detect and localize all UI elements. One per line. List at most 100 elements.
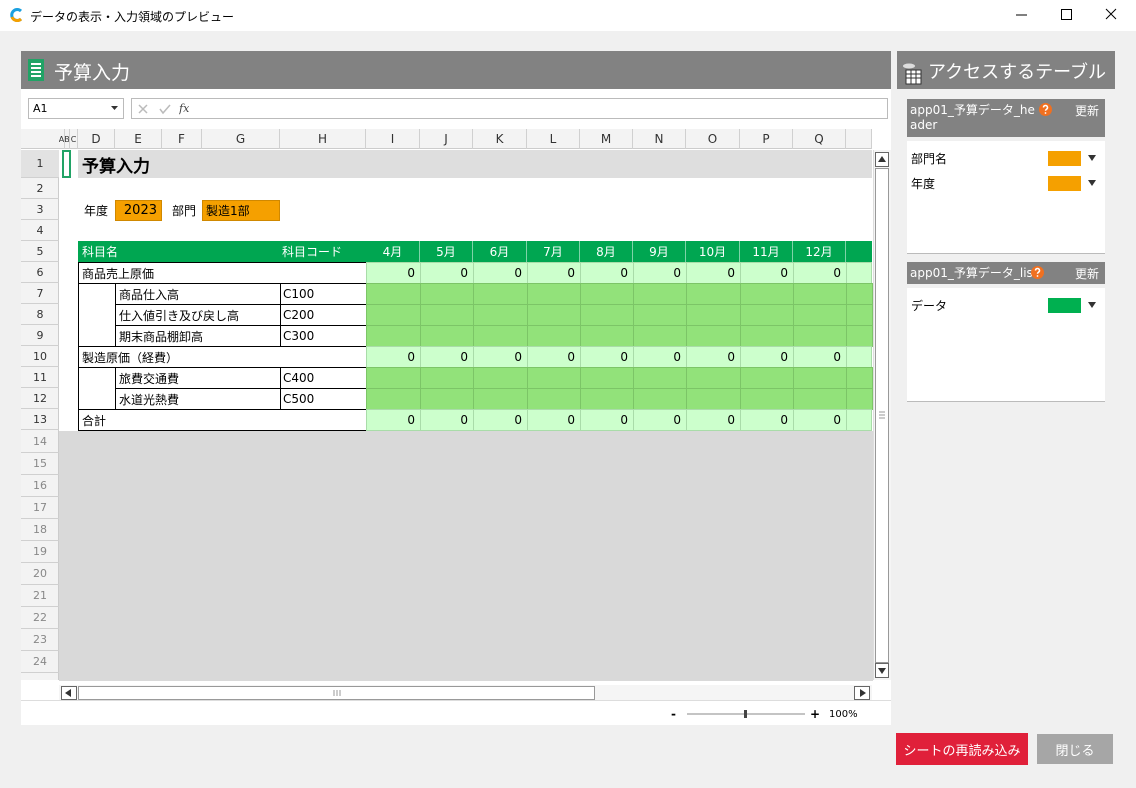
value-cell: 0 <box>793 262 847 284</box>
input-cell[interactable] <box>686 304 741 326</box>
item-name: 期末商品棚卸高 <box>115 325 281 347</box>
input-cell[interactable] <box>740 325 794 347</box>
input-cell[interactable] <box>846 283 873 305</box>
input-cell[interactable] <box>793 367 847 389</box>
row-header: 6 <box>21 262 59 283</box>
input-cell[interactable] <box>846 325 873 347</box>
input-cell[interactable] <box>473 283 528 305</box>
item-name: 旅費交通費 <box>115 367 281 389</box>
input-cell[interactable] <box>473 304 528 326</box>
input-cell[interactable] <box>740 388 794 410</box>
horizontal-scroll-controls[interactable] <box>61 686 871 701</box>
input-cell[interactable] <box>527 388 581 410</box>
indent-cell <box>78 388 115 410</box>
input-cell[interactable] <box>686 325 741 347</box>
input-cell[interactable] <box>366 283 421 305</box>
input-cell[interactable] <box>580 388 634 410</box>
zoom-slider[interactable] <box>686 707 808 721</box>
field-dropdown[interactable] <box>1087 174 1097 192</box>
input-cell[interactable] <box>420 283 474 305</box>
input-cell[interactable] <box>633 388 687 410</box>
field-color[interactable] <box>1048 176 1081 191</box>
close-button[interactable]: 閉じる <box>1037 734 1113 764</box>
input-cell[interactable] <box>740 304 794 326</box>
input-cell[interactable] <box>633 325 687 347</box>
input-cell[interactable] <box>793 325 847 347</box>
month-header: 7月 <box>527 241 580 262</box>
row-header: 20 <box>21 563 59 585</box>
column-header: P <box>740 129 793 149</box>
dropdown-arrow <box>1088 180 1096 186</box>
input-cell[interactable] <box>420 367 474 389</box>
input-cell[interactable] <box>580 325 634 347</box>
input-cell[interactable] <box>633 283 687 305</box>
formula-input[interactable] <box>131 98 888 119</box>
panel-title: 予算入力 <box>54 61 131 84</box>
input-cell[interactable] <box>366 325 421 347</box>
row-header: 17 <box>21 497 59 519</box>
input-cell[interactable] <box>580 367 634 389</box>
column-header: A <box>59 129 65 149</box>
input-cell[interactable] <box>846 304 873 326</box>
zoom-out[interactable]: - <box>671 707 676 721</box>
input-cell[interactable] <box>527 283 581 305</box>
reload-button[interactable]: シートの再読み込み <box>896 733 1028 765</box>
input-cell[interactable] <box>527 367 581 389</box>
name-box[interactable]: A1 <box>28 98 124 119</box>
column-header: J <box>420 129 473 149</box>
input-cell[interactable] <box>366 367 421 389</box>
input-cell[interactable] <box>366 388 421 410</box>
input-cell[interactable] <box>686 388 741 410</box>
input-cell[interactable] <box>846 367 873 389</box>
input-cell[interactable] <box>420 388 474 410</box>
row-header: 1 <box>21 150 59 178</box>
row-header: 18 <box>21 519 59 541</box>
column-header: O <box>686 129 740 149</box>
input-cell[interactable] <box>793 283 847 305</box>
field-dropdown[interactable] <box>1087 296 1097 314</box>
row-header: 10 <box>21 346 59 367</box>
input-cell[interactable] <box>580 304 634 326</box>
input-cell[interactable] <box>740 283 794 305</box>
refresh-link[interactable]: 更新 <box>1075 103 1100 118</box>
column-header: E <box>115 129 162 149</box>
sheet-icon <box>28 59 44 81</box>
input-cell[interactable] <box>366 304 421 326</box>
input-cell[interactable] <box>420 325 474 347</box>
input-cell[interactable] <box>793 388 847 410</box>
input-cell[interactable] <box>686 367 741 389</box>
year-input[interactable]: 2023 <box>115 200 162 221</box>
fx-icon: fx <box>179 102 190 115</box>
field-color[interactable] <box>1048 298 1081 313</box>
item-code: C500 <box>280 388 367 410</box>
selected-cell[interactable] <box>62 150 71 178</box>
input-cell[interactable] <box>527 304 581 326</box>
input-cell[interactable] <box>580 283 634 305</box>
input-cell[interactable] <box>633 367 687 389</box>
help-glyph <box>1042 104 1049 114</box>
input-cell[interactable] <box>527 325 581 347</box>
title-bar <box>0 0 1136 31</box>
input-cell[interactable] <box>740 367 794 389</box>
field-color[interactable] <box>1048 151 1081 166</box>
input-cell[interactable] <box>793 304 847 326</box>
vertical-scroll-controls[interactable] <box>875 152 890 679</box>
field-dropdown[interactable] <box>1087 149 1097 167</box>
value-cell: 0 <box>686 409 741 431</box>
sheet-unused-area <box>59 431 873 681</box>
window-controls[interactable] <box>1005 5 1130 25</box>
row-header: 9 <box>21 325 59 346</box>
dept-input[interactable]: 製造1部 <box>202 200 280 221</box>
input-cell[interactable] <box>846 388 873 410</box>
input-cell[interactable] <box>473 325 528 347</box>
input-cell[interactable] <box>633 304 687 326</box>
row-header: 12 <box>21 388 59 409</box>
zoom-in[interactable]: + <box>810 707 821 721</box>
input-cell[interactable] <box>686 283 741 305</box>
input-cell[interactable] <box>473 388 528 410</box>
input-cell[interactable] <box>473 367 528 389</box>
value-cell: 0 <box>580 346 634 368</box>
refresh-link[interactable]: 更新 <box>1075 266 1100 281</box>
value-cell: 0 <box>633 409 687 431</box>
input-cell[interactable] <box>420 304 474 326</box>
